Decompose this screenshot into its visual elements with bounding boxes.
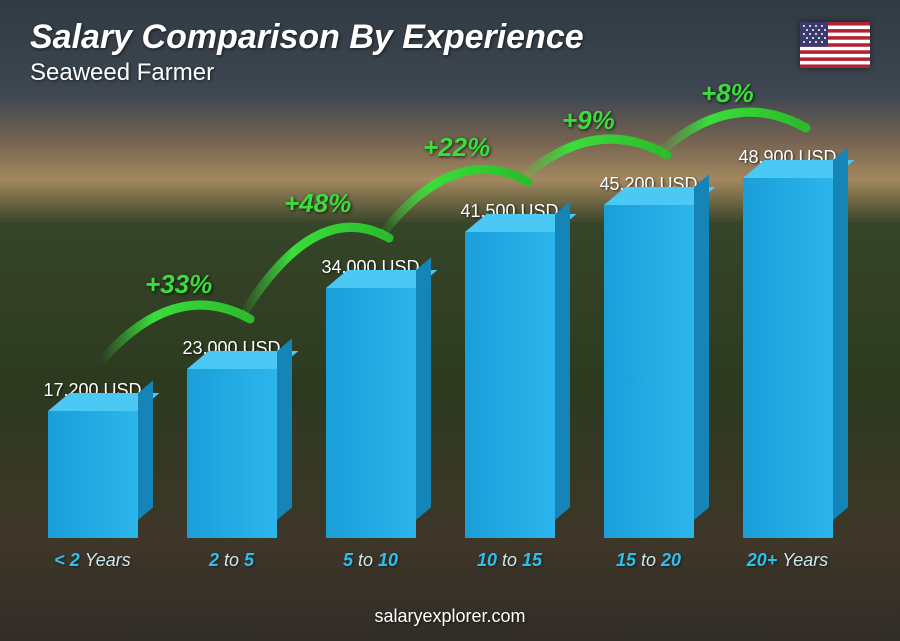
bar-side-face	[694, 174, 709, 520]
bar-chart: 17,200 USD< 2 Years23,000 USD2 to 534,00…	[30, 91, 850, 571]
x-axis-label: 2 to 5	[209, 550, 254, 571]
bar	[48, 411, 138, 538]
increment-label: +9%	[562, 105, 615, 136]
bar-front-face	[187, 369, 277, 538]
bar-side-face	[555, 201, 570, 520]
bar	[187, 369, 277, 538]
bar-column: 45,200 USD15 to 20	[586, 174, 711, 571]
increment-label: +8%	[701, 78, 754, 109]
header: Salary Comparison By Experience Seaweed …	[30, 18, 584, 87]
bar	[743, 178, 833, 538]
bar	[604, 205, 694, 538]
bar-side-face	[416, 257, 431, 520]
flag-icon	[800, 22, 870, 68]
chart-subtitle: Seaweed Farmer	[30, 59, 584, 87]
x-axis-label: < 2 Years	[54, 550, 131, 571]
chart-title: Salary Comparison By Experience	[30, 18, 584, 57]
bar-column: 23,000 USD2 to 5	[169, 338, 294, 571]
x-axis-label: 15 to 20	[616, 550, 681, 571]
footer-attribution: salaryexplorer.com	[0, 606, 900, 627]
x-axis-label: 20+ Years	[747, 550, 829, 571]
bar	[326, 288, 416, 538]
bar-side-face	[138, 380, 153, 520]
bar-front-face	[326, 288, 416, 538]
bar-side-face	[277, 338, 292, 520]
bar-front-face	[465, 232, 555, 538]
increment-label: +22%	[423, 132, 490, 163]
bar	[465, 232, 555, 538]
x-axis-label: 5 to 10	[343, 550, 398, 571]
bar-side-face	[833, 147, 848, 520]
increment-label: +48%	[284, 188, 351, 219]
bar-column: 48,900 USD20+ Years	[725, 147, 850, 571]
bar-column: 34,000 USD5 to 10	[308, 257, 433, 571]
bar-front-face	[743, 178, 833, 538]
bar-column: 41,500 USD10 to 15	[447, 201, 572, 571]
increment-label: +33%	[145, 269, 212, 300]
bar-front-face	[48, 411, 138, 538]
bar-front-face	[604, 205, 694, 538]
x-axis-label: 10 to 15	[477, 550, 542, 571]
bar-column: 17,200 USD< 2 Years	[30, 380, 155, 571]
